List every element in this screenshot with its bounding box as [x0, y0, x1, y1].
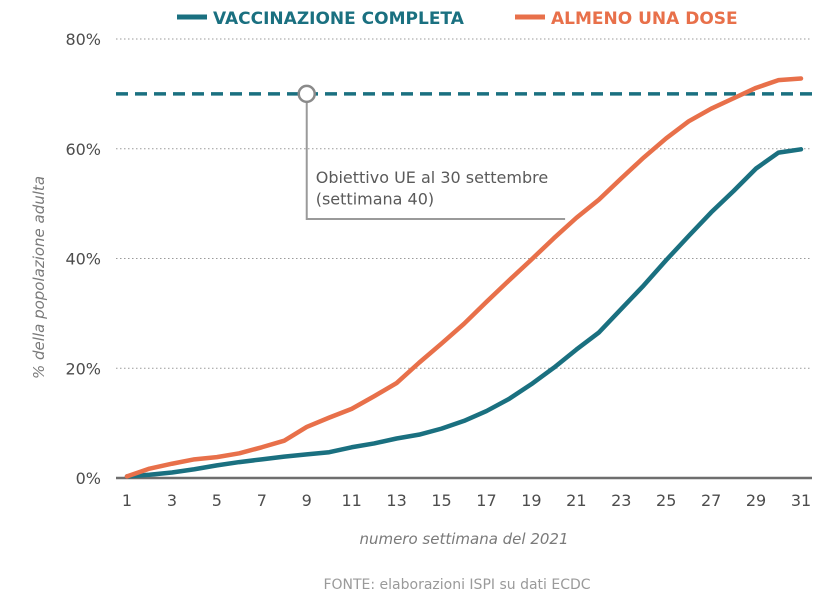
y-tick-label: 0%	[76, 469, 101, 488]
x-tick-label: 13	[386, 491, 406, 510]
legend: VACCINAZIONE COMPLETA ALMENO UNA DOSE	[177, 9, 738, 29]
x-tick-label: 11	[341, 491, 361, 510]
x-tick-label: 25	[656, 491, 676, 510]
target-annotation-line1: Obiettivo UE al 30 settembre	[316, 168, 548, 187]
x-tick-label: 3	[167, 491, 177, 510]
x-axis-ticks: 1 3 5 7 9 11 13 15 17 19 21 23 25 27 29 31	[122, 491, 811, 510]
y-axis-title: % della popolazione adulta	[30, 176, 48, 379]
y-tick-label: 80%	[65, 30, 101, 49]
legend-label: ALMENO UNA DOSE	[551, 9, 738, 29]
y-tick-label: 40%	[65, 250, 101, 269]
x-tick-label: 1	[122, 491, 132, 510]
x-tick-label: 9	[302, 491, 312, 510]
x-tick-label: 15	[431, 491, 451, 510]
annotation-leader-line	[305, 93, 566, 220]
x-tick-label: 19	[521, 491, 541, 510]
source-note: FONTE: elaborazioni ISPI su dati ECDC	[323, 577, 590, 593]
x-axis-title: numero settimana del 2021	[359, 530, 568, 548]
y-tick-label: 20%	[65, 359, 101, 378]
x-tick-label: 23	[611, 491, 631, 510]
series-line	[124, 147, 804, 479]
y-tick-label: 60%	[65, 140, 101, 159]
target-annotation-line2: (settimana 40)	[316, 190, 434, 209]
series-lines	[124, 76, 804, 479]
y-gridlines	[116, 38, 812, 369]
legend-label: VACCINAZIONE COMPLETA	[213, 9, 465, 29]
series-line	[124, 76, 804, 479]
x-tick-label: 29	[746, 491, 766, 510]
x-tick-label: 31	[791, 491, 811, 510]
x-tick-label: 17	[476, 491, 496, 510]
target-marker-circle	[297, 84, 316, 104]
x-tick-label: 7	[257, 491, 267, 510]
x-tick-label: 27	[701, 491, 721, 510]
x-tick-label: 21	[566, 491, 586, 510]
y-axis-ticks: 0% 20% 40% 60% 80%	[65, 30, 101, 488]
x-tick-label: 5	[212, 491, 222, 510]
